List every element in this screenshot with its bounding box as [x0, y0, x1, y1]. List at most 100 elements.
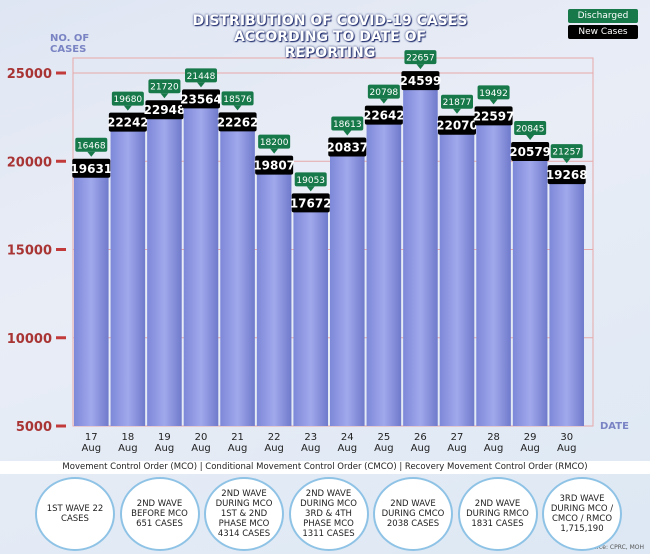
discharged-box — [294, 172, 327, 187]
x-tick-label: 18 Aug — [118, 432, 138, 454]
value-label: 22948 — [144, 103, 186, 117]
discharged-label: 16468 — [77, 141, 106, 151]
bar — [330, 146, 365, 427]
value-box — [511, 142, 550, 162]
y-tick-label: 10000 — [7, 332, 52, 347]
value-box — [72, 158, 111, 178]
discharged-label: 18576 — [223, 95, 252, 105]
value-label: 24599 — [400, 74, 442, 88]
value-label: 22597 — [473, 109, 515, 123]
discharged-box — [185, 68, 217, 83]
y-axis-label: NO. OF CASES — [50, 33, 90, 55]
y-tick-label: 5000 — [16, 420, 52, 435]
discharged-box — [221, 91, 254, 106]
value-box — [401, 71, 440, 91]
y-tick-label: 15000 — [7, 244, 52, 259]
bar — [147, 109, 182, 426]
x-tick-label: 22 Aug — [264, 432, 284, 454]
wave-bubble: 1ST WAVE 22 CASES — [35, 477, 115, 551]
discharged-label: 21257 — [552, 148, 581, 158]
legend-entry: New Cases — [568, 25, 638, 39]
bar — [366, 114, 402, 426]
value-box — [364, 105, 403, 125]
discharged-label: 22657 — [406, 54, 435, 64]
value-label: 22070 — [436, 119, 478, 133]
bar — [549, 174, 584, 426]
source: Source: CPRC, MOH — [585, 544, 644, 551]
discharged-box — [75, 137, 108, 152]
x-tick-label: 26 Aug — [410, 432, 431, 454]
note: Movement Control Order (MCO) | Condition… — [0, 461, 650, 474]
value-box — [218, 112, 257, 132]
discharged-pointer — [197, 82, 205, 88]
discharged-label: 19053 — [296, 176, 325, 186]
chart-title: DISTRIBUTION OF COVID-19 CASES ACCORDING… — [192, 13, 468, 61]
value-label: 22642 — [363, 109, 405, 123]
discharged-label: 19492 — [479, 89, 508, 99]
x-tick-label: 17 Aug — [81, 432, 102, 454]
value-label: 19807 — [253, 159, 295, 173]
bar — [293, 202, 328, 426]
bar — [110, 121, 146, 426]
x-tick-label: 20 Aug — [191, 432, 211, 454]
discharged-pointer — [453, 108, 461, 114]
value-box — [547, 165, 586, 185]
value-box — [255, 155, 294, 175]
x-tick-label: 23 Aug — [300, 432, 321, 454]
value-box — [438, 115, 476, 135]
discharged-pointer — [343, 130, 352, 136]
discharged-box — [550, 144, 583, 159]
value-box — [291, 193, 330, 213]
x-tick-label: 24 Aug — [337, 432, 358, 454]
bar — [403, 80, 438, 427]
discharged-pointer — [489, 99, 498, 105]
wave-bubble: 2ND WAVE DURING CMCO 2038 CASES — [373, 477, 453, 551]
discharged-pointer — [87, 151, 96, 157]
value-label: 22242 — [107, 116, 149, 130]
x-tick-label: 28 Aug — [483, 432, 504, 454]
discharged-box — [148, 79, 181, 94]
wave-bubble: 2ND WAVE BEFORE MCO 651 CASES — [119, 477, 200, 551]
discharged-box — [441, 94, 473, 109]
value-label: 19268 — [546, 168, 588, 182]
discharged-label: 18200 — [260, 138, 289, 148]
y-tick-label: 20000 — [7, 155, 52, 170]
discharged-label: 21720 — [150, 83, 179, 93]
bar — [476, 115, 511, 426]
discharged-label: 18613 — [333, 120, 362, 130]
value-label: 20837 — [326, 140, 368, 154]
x-axis-label: DATE — [600, 421, 629, 432]
wave-bubble: 2ND WAVE DURING MCO 1ST & 2ND PHASE MCO … — [204, 477, 284, 551]
wave-bubble: 2ND WAVE DURING RMCO 1831 CASES — [457, 477, 538, 551]
discharged-box — [477, 85, 510, 100]
discharged-label: 20798 — [370, 88, 399, 98]
discharged-label: 21877 — [443, 98, 472, 108]
discharged-box — [331, 116, 364, 131]
value-label: 23564 — [180, 92, 222, 106]
value-box — [108, 112, 147, 132]
discharged-pointer — [160, 93, 169, 99]
discharged-pointer — [123, 105, 132, 111]
bar — [512, 151, 548, 427]
discharged-pointer — [379, 98, 388, 104]
discharged-pointer — [270, 148, 279, 154]
discharged-box — [514, 121, 547, 136]
bar — [439, 124, 475, 426]
x-tick-label: 30 Aug — [556, 432, 577, 454]
bar — [256, 164, 292, 427]
legend-entry: Discharged — [568, 9, 638, 23]
x-tick-label: 29 Aug — [520, 432, 540, 454]
bar — [183, 98, 219, 426]
value-box — [145, 100, 184, 120]
value-label: 19631 — [70, 162, 112, 176]
value-box — [182, 89, 220, 109]
x-tick-label: 25 Aug — [374, 432, 394, 454]
wave-bubble: 2ND WAVE DURING MCO 3RD & 4TH PHASE MCO … — [288, 477, 369, 551]
value-label: 20579 — [509, 145, 551, 159]
discharged-label: 20845 — [516, 125, 545, 135]
wave-bubble: 3RD WAVE DURING MCO / CMCO / RMCO 1,715,… — [542, 477, 622, 551]
value-label: 22262 — [217, 115, 259, 129]
value-label: 17672 — [290, 196, 332, 210]
